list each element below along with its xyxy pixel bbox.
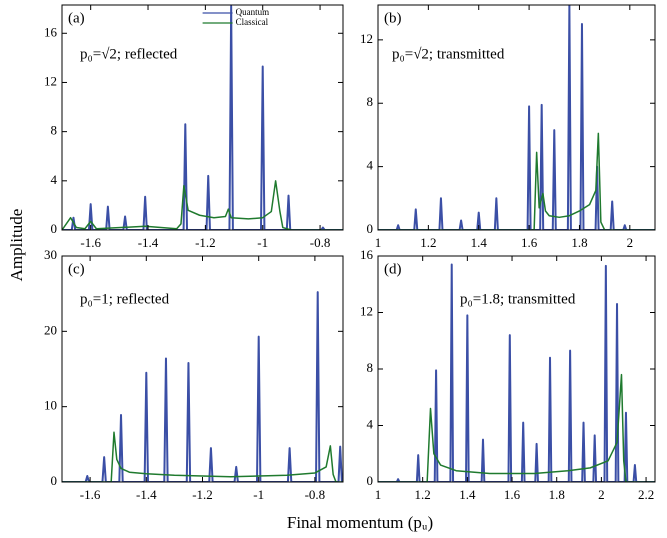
x-tick-label: 1 — [375, 235, 382, 250]
x-tick-label: -1 — [257, 235, 268, 250]
y-tick-label: 4 — [367, 158, 374, 173]
series-line — [62, 291, 343, 482]
x-tick-label: -1.4 — [138, 235, 159, 250]
x-tick-label: 1.2 — [420, 235, 436, 250]
y-tick-label: 12 — [44, 73, 57, 88]
panel-annotation: p₀=1; reflected — [80, 291, 170, 307]
plot-area — [62, 5, 343, 230]
x-tick-label: 2 — [598, 487, 605, 502]
axes-frame — [61, 255, 344, 483]
x-tick-label: -0.8 — [305, 487, 326, 502]
x-tick-label: 1.4 — [471, 235, 488, 250]
plot-area — [378, 5, 655, 230]
panel-label: (b) — [384, 10, 402, 26]
series-line — [62, 431, 343, 482]
x-tick-label: 1 — [375, 487, 382, 502]
x-tick-label: -1.2 — [192, 487, 213, 502]
x-tick-label: 1.2 — [415, 487, 431, 502]
legend-label: Quantum — [236, 7, 270, 17]
series-line — [62, 180, 343, 230]
y-tick-label: 16 — [44, 24, 58, 39]
x-axis-label: Final momentum (pᵤ) — [287, 513, 433, 532]
panel-annotation: p₀=1.8; transmitted — [460, 291, 576, 307]
y-tick-label: 4 — [51, 172, 58, 187]
y-tick-label: 0 — [51, 221, 58, 236]
panel-annotation: p₀=√2; reflected — [80, 46, 178, 62]
axes-frame — [61, 4, 344, 231]
y-tick-label: 12 — [360, 31, 373, 46]
x-tick-label: -1.4 — [136, 487, 157, 502]
series-line — [62, 5, 343, 230]
plot-area — [378, 263, 655, 482]
panel-label: (d) — [384, 261, 402, 277]
x-tick-label: -1.6 — [80, 487, 101, 502]
x-tick-label: 1.4 — [459, 487, 476, 502]
axes-frame — [377, 4, 656, 231]
series-line — [378, 5, 655, 230]
panel-label: (c) — [68, 261, 85, 277]
x-tick-label: -0.8 — [310, 235, 331, 250]
y-tick-label: 0 — [51, 473, 58, 488]
x-tick-label: -1 — [253, 487, 264, 502]
plot-area — [62, 291, 343, 482]
panel-annotation: p₀=√2; transmitted — [392, 46, 505, 62]
x-tick-label: 1.6 — [504, 487, 521, 502]
y-tick-label: 8 — [367, 360, 374, 375]
y-tick-label: 8 — [51, 123, 58, 138]
x-tick-label: 1.8 — [549, 487, 565, 502]
series-line — [378, 373, 655, 482]
y-axis-label: Amplitude — [7, 209, 26, 282]
y-tick-label: 20 — [44, 322, 57, 337]
y-tick-label: 12 — [360, 303, 373, 318]
y-tick-label: 30 — [44, 247, 57, 262]
y-tick-label: 16 — [360, 247, 374, 262]
x-tick-label: 2.2 — [638, 487, 654, 502]
series-line — [378, 263, 655, 482]
x-tick-label: 1.8 — [571, 235, 587, 250]
y-tick-label: 10 — [44, 398, 57, 413]
y-tick-label: 0 — [367, 221, 374, 236]
x-tick-label: -1.6 — [80, 235, 101, 250]
x-tick-label: 1.6 — [521, 235, 538, 250]
x-tick-label: 2 — [627, 235, 634, 250]
series-line — [378, 132, 655, 230]
panel-label: (a) — [68, 10, 85, 26]
x-tick-label: -1.2 — [195, 235, 216, 250]
y-tick-label: 0 — [367, 473, 374, 488]
legend-label: Classical — [236, 17, 269, 27]
y-tick-label: 8 — [367, 94, 374, 109]
y-tick-label: 4 — [367, 416, 374, 431]
